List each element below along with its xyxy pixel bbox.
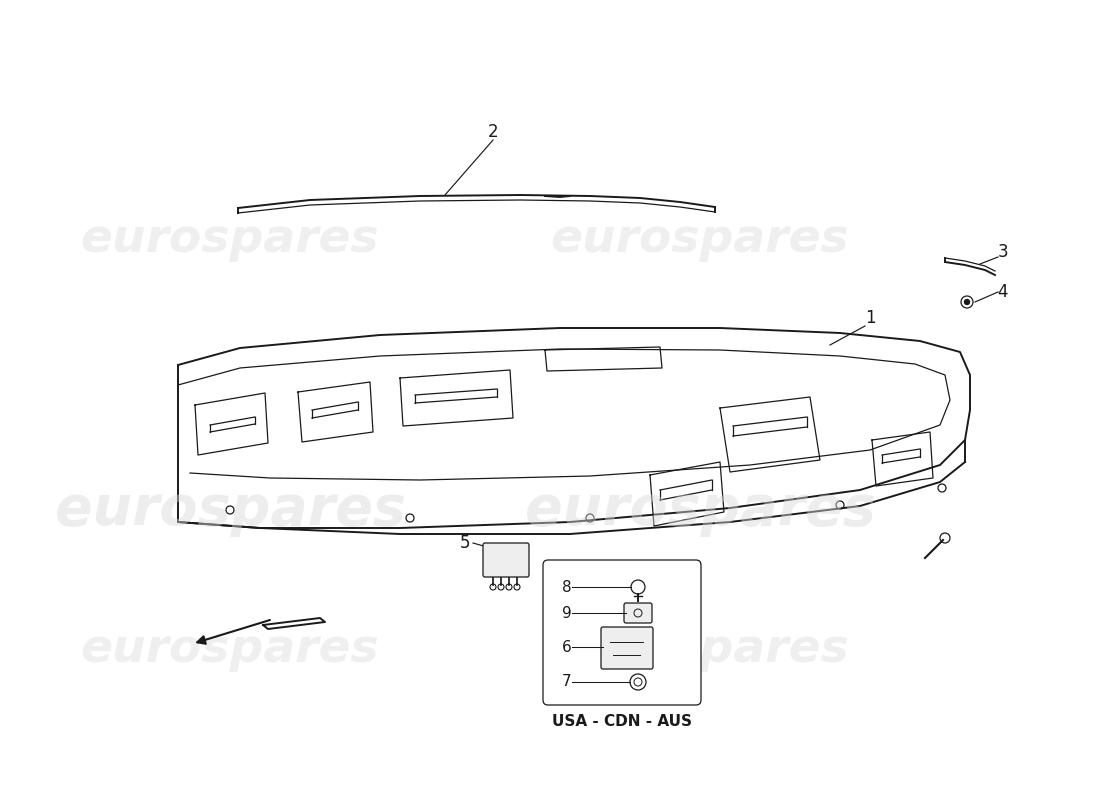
Text: 2: 2 [487, 123, 498, 141]
Text: 8: 8 [562, 579, 572, 594]
Text: 6: 6 [562, 639, 572, 654]
Text: eurospares: eurospares [80, 627, 380, 673]
FancyBboxPatch shape [483, 543, 529, 577]
Text: 4: 4 [998, 283, 1009, 301]
Text: eurospares: eurospares [551, 218, 849, 262]
Text: USA - CDN - AUS: USA - CDN - AUS [552, 714, 692, 729]
Text: eurospares: eurospares [80, 218, 380, 262]
Text: eurospares: eurospares [55, 483, 406, 537]
Text: 1: 1 [865, 309, 876, 327]
FancyBboxPatch shape [543, 560, 701, 705]
Text: eurospares: eurospares [525, 483, 876, 537]
FancyBboxPatch shape [624, 603, 652, 623]
Text: 7: 7 [562, 674, 572, 690]
Text: 5: 5 [460, 534, 471, 552]
Text: 3: 3 [998, 243, 1009, 261]
Circle shape [965, 299, 969, 305]
Text: 9: 9 [562, 606, 572, 621]
Text: eurospares: eurospares [551, 627, 849, 673]
FancyBboxPatch shape [601, 627, 653, 669]
